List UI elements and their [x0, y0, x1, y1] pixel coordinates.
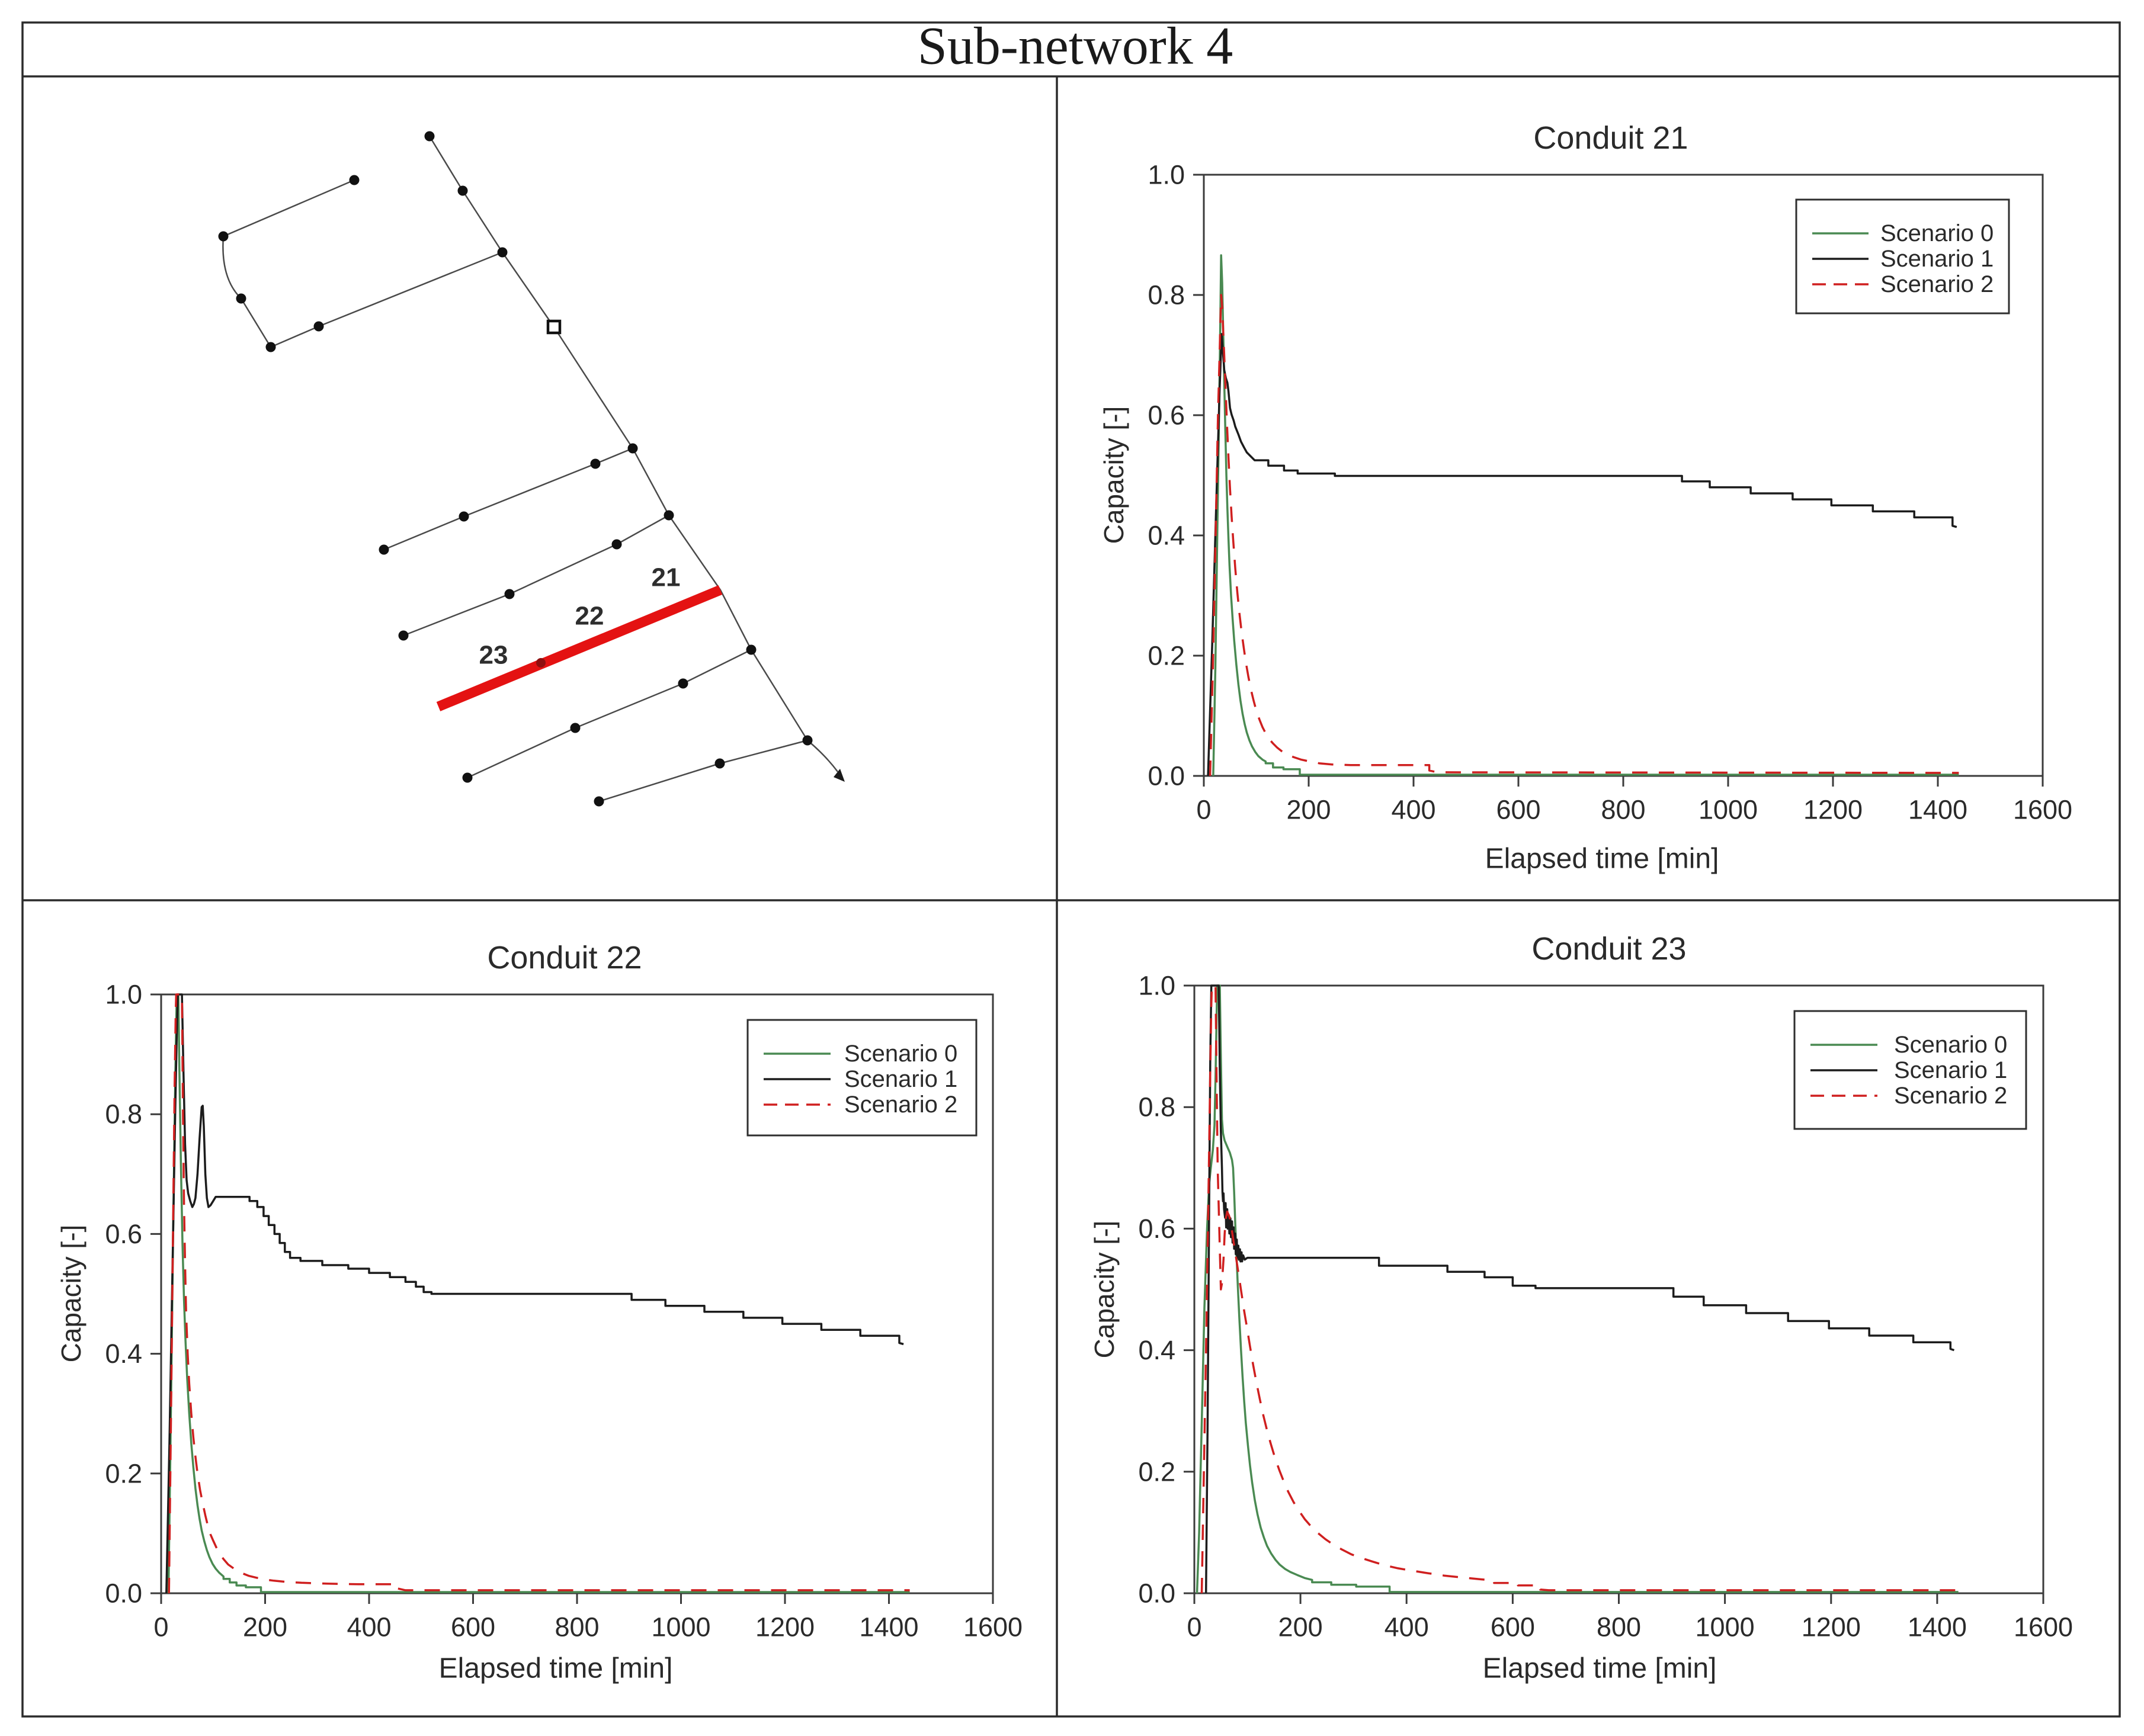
svg-text:0.6: 0.6 [1138, 1214, 1175, 1244]
svg-text:600: 600 [1491, 1612, 1535, 1642]
svg-text:400: 400 [347, 1612, 391, 1642]
svg-text:Scenario 2: Scenario 2 [1880, 271, 1994, 297]
svg-text:1.0: 1.0 [1138, 971, 1175, 1001]
svg-text:200: 200 [1278, 1612, 1323, 1642]
svg-text:0.4: 0.4 [1148, 521, 1185, 551]
svg-text:Sub-network 4: Sub-network 4 [918, 17, 1233, 76]
svg-text:Conduit 22: Conduit 22 [487, 940, 642, 976]
svg-text:1600: 1600 [2013, 795, 2072, 825]
svg-text:1600: 1600 [2014, 1612, 2073, 1642]
svg-text:Capacity [-]: Capacity [-] [1089, 1221, 1120, 1359]
svg-text:1.0: 1.0 [1148, 160, 1185, 190]
svg-text:Scenario 2: Scenario 2 [844, 1092, 957, 1118]
svg-text:Scenario 2: Scenario 2 [1894, 1083, 2007, 1109]
svg-text:400: 400 [1391, 795, 1435, 825]
svg-text:1600: 1600 [963, 1612, 1023, 1642]
svg-text:600: 600 [451, 1612, 495, 1642]
svg-text:600: 600 [1496, 795, 1540, 825]
svg-text:Scenario 0: Scenario 0 [844, 1041, 957, 1067]
svg-text:0.8: 0.8 [1148, 280, 1185, 310]
svg-text:Scenario 0: Scenario 0 [1894, 1032, 2007, 1058]
svg-text:1400: 1400 [1908, 1612, 1967, 1642]
svg-text:Scenario 1: Scenario 1 [844, 1066, 957, 1092]
svg-text:Scenario 0: Scenario 0 [1880, 220, 1994, 246]
svg-text:1000: 1000 [1696, 1612, 1755, 1642]
svg-text:1200: 1200 [1802, 1612, 1861, 1642]
svg-text:Elapsed time [min]: Elapsed time [min] [1485, 843, 1719, 875]
svg-text:200: 200 [1286, 795, 1331, 825]
svg-text:1400: 1400 [859, 1612, 918, 1642]
svg-text:Elapsed time [min]: Elapsed time [min] [439, 1653, 673, 1684]
svg-text:0.2: 0.2 [1148, 641, 1185, 671]
svg-text:0.8: 0.8 [105, 1099, 142, 1129]
svg-text:200: 200 [243, 1612, 287, 1642]
svg-text:21: 21 [652, 563, 681, 592]
svg-text:800: 800 [555, 1612, 599, 1642]
svg-text:0.4: 0.4 [105, 1339, 142, 1369]
svg-text:0.6: 0.6 [1148, 400, 1185, 431]
svg-text:0.8: 0.8 [1138, 1092, 1175, 1122]
svg-text:22: 22 [575, 602, 604, 631]
svg-text:0: 0 [1187, 1612, 1201, 1642]
svg-text:Capacity [-]: Capacity [-] [56, 1225, 86, 1363]
svg-text:0: 0 [1196, 795, 1211, 825]
svg-text:0.2: 0.2 [1138, 1456, 1175, 1487]
svg-text:1400: 1400 [1908, 795, 1967, 825]
svg-text:1200: 1200 [1803, 795, 1863, 825]
svg-text:Scenario 1: Scenario 1 [1894, 1057, 2007, 1083]
svg-text:0.2: 0.2 [105, 1458, 142, 1488]
svg-text:0.0: 0.0 [1138, 1578, 1175, 1609]
svg-text:1000: 1000 [1698, 795, 1758, 825]
svg-text:0.0: 0.0 [1148, 761, 1185, 791]
svg-text:0.6: 0.6 [105, 1219, 142, 1249]
svg-text:400: 400 [1385, 1612, 1429, 1642]
svg-text:Scenario 1: Scenario 1 [1880, 246, 1994, 272]
svg-text:1000: 1000 [651, 1612, 710, 1642]
svg-text:Conduit 23: Conduit 23 [1531, 931, 1686, 967]
svg-text:800: 800 [1597, 1612, 1641, 1642]
svg-text:1200: 1200 [755, 1612, 815, 1642]
svg-text:Capacity [-]: Capacity [-] [1098, 406, 1129, 544]
svg-text:0.0: 0.0 [105, 1578, 142, 1609]
svg-text:23: 23 [479, 641, 508, 670]
svg-text:0.4: 0.4 [1138, 1335, 1175, 1365]
svg-text:0: 0 [153, 1612, 168, 1642]
svg-text:Conduit 21: Conduit 21 [1533, 120, 1688, 156]
svg-text:1.0: 1.0 [105, 980, 142, 1010]
svg-text:800: 800 [1601, 795, 1645, 825]
svg-text:Elapsed time [min]: Elapsed time [min] [1483, 1653, 1717, 1684]
